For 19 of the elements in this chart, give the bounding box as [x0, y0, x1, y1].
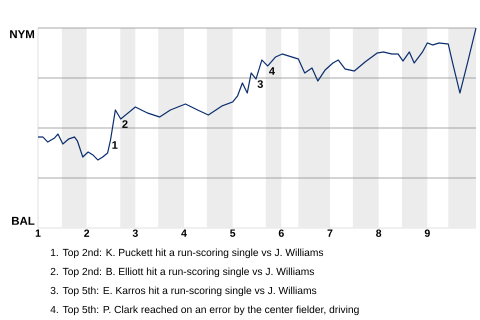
x-tick-label: 3	[132, 230, 138, 237]
text: 2. Top 2nd: B. Elliott hit a run-scoring single vs J. Williams	[50, 268, 314, 278]
text: 1. Top 2nd: K. Puckett hit a run-scoring single vs J. Williams	[50, 248, 324, 258]
x-tick-label: 7	[328, 230, 332, 237]
x-tick-label: 1	[36, 230, 41, 237]
x-tick-label: 6	[278, 230, 284, 237]
text: BAL	[12, 216, 34, 225]
annotation: 3	[257, 80, 263, 88]
x-tick-label: 9	[424, 230, 430, 237]
x-tick-label: 4	[181, 230, 187, 237]
x-tick-label: 2	[84, 230, 90, 237]
x-tick-label: 5	[230, 230, 236, 237]
annotation: 1	[112, 141, 118, 149]
text: 3. Top 5th: E. Karros hit a run-scoring single vs J. Williams	[50, 286, 316, 296]
text: NYM	[10, 30, 34, 38]
annotation: 4	[269, 67, 275, 75]
text: 4. Top 5th: P. Clark reached on an error by the center fielder, driving	[50, 306, 359, 316]
x-tick-label: 8	[376, 230, 382, 237]
annotation: 2	[122, 120, 128, 128]
